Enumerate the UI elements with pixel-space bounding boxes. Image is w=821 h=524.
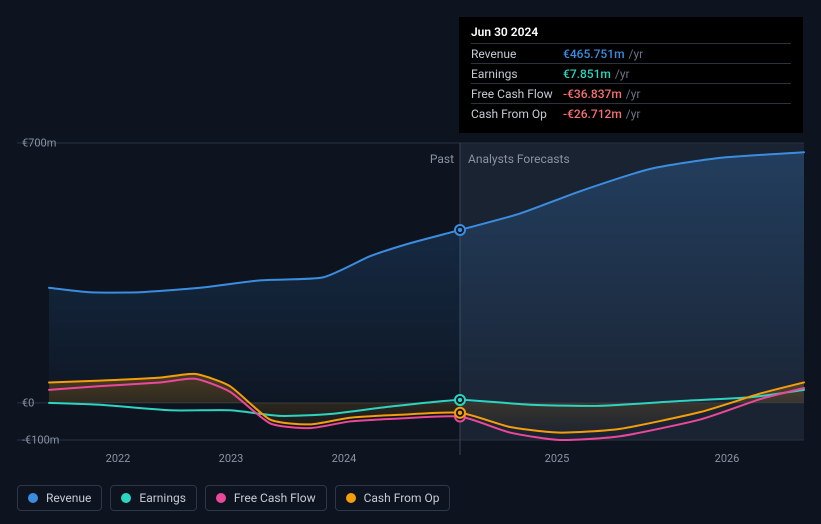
- tooltip-row: Revenue€465.751m/yr: [471, 43, 791, 63]
- tooltip-date: Jun 30 2024: [471, 25, 791, 43]
- legend-item[interactable]: Earnings: [110, 485, 197, 511]
- tooltip-row: Free Cash Flow-€36.837m/yr: [471, 83, 791, 103]
- tooltip-metric: Cash From Op: [471, 107, 563, 121]
- tooltip-metric: Free Cash Flow: [471, 87, 563, 101]
- legend: Revenue Earnings Free Cash Flow Cash From O…: [17, 485, 450, 511]
- legend-swatch: [216, 493, 226, 503]
- legend-swatch: [346, 493, 356, 503]
- tooltip-unit: /yr: [626, 87, 641, 101]
- x-axis-label: 2024: [332, 452, 357, 465]
- tooltip-unit: /yr: [629, 47, 644, 61]
- legend-item[interactable]: Free Cash Flow: [205, 485, 327, 511]
- tooltip-row: Earnings€7.851m/yr: [471, 63, 791, 83]
- forecast-label: Analysts Forecasts: [468, 152, 570, 166]
- x-axis-label: 2023: [219, 452, 244, 465]
- tooltip-value: -€36.837m: [563, 87, 622, 101]
- past-label: Past: [430, 152, 454, 166]
- legend-swatch: [28, 493, 38, 503]
- x-axis-label: 2022: [106, 452, 131, 465]
- x-axis-label: 2026: [715, 452, 740, 465]
- x-axis-label: 2025: [545, 452, 570, 465]
- tooltip-value: €7.851m: [563, 67, 611, 81]
- tooltip-row: Cash From Op-€26.712m/yr: [471, 103, 791, 123]
- legend-item[interactable]: Revenue: [17, 485, 102, 511]
- y-axis-label: €700m: [22, 137, 56, 150]
- y-axis-label: €0: [22, 396, 34, 409]
- tooltip-value: €465.751m: [563, 47, 625, 61]
- legend-item[interactable]: Cash From Op: [335, 485, 451, 511]
- legend-label: Earnings: [139, 491, 186, 505]
- tooltip-unit: /yr: [615, 67, 630, 81]
- tooltip-metric: Revenue: [471, 47, 563, 61]
- financials-chart: €700m €0 -€100m Past Analysts Forecasts 20…: [0, 0, 821, 524]
- legend-swatch: [121, 493, 131, 503]
- tooltip-metric: Earnings: [471, 67, 563, 81]
- chart-tooltip: Jun 30 2024 Revenue€465.751m/yrEarnings€…: [459, 17, 803, 133]
- legend-label: Free Cash Flow: [234, 491, 316, 505]
- legend-label: Cash From Op: [364, 491, 440, 505]
- tooltip-value: -€26.712m: [563, 107, 622, 121]
- legend-label: Revenue: [46, 491, 91, 505]
- y-axis-label: -€100m: [22, 434, 59, 447]
- tooltip-unit: /yr: [626, 107, 641, 121]
